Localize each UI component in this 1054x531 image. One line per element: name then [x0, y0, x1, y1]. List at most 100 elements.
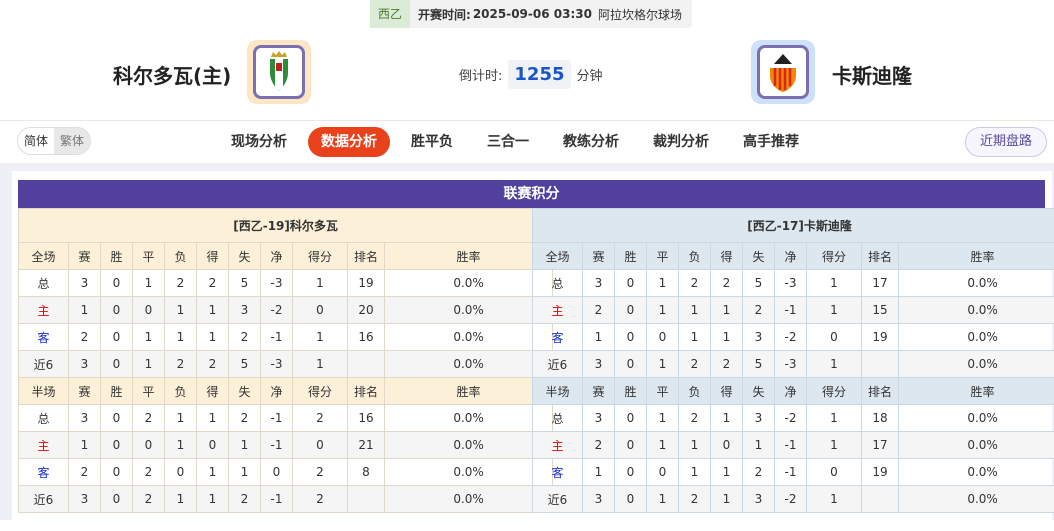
- team-title-row: [西乙-19]科尔多瓦: [19, 209, 553, 243]
- home-team-name[interactable]: 科尔多瓦(主): [113, 60, 231, 89]
- cell: 17: [862, 432, 899, 459]
- column-header: 赛: [583, 243, 615, 270]
- cell: 0: [101, 405, 133, 432]
- cell: 1: [133, 351, 165, 378]
- countdown-label: 倒计时:: [459, 65, 502, 84]
- cell: 0: [807, 459, 862, 486]
- tab-6[interactable]: 裁判分析: [640, 127, 722, 157]
- tab-5[interactable]: 教练分析: [550, 127, 632, 157]
- away-team-logo[interactable]: [751, 40, 815, 104]
- column-header: 胜率: [899, 243, 1054, 270]
- tab-4[interactable]: 三合一: [474, 127, 542, 157]
- cell: 0: [615, 432, 647, 459]
- header-row: 全场赛胜平负得失净得分排名胜率: [533, 243, 1054, 270]
- cell: 0: [293, 297, 348, 324]
- cell: -1: [261, 486, 293, 513]
- cell: -2: [775, 405, 807, 432]
- cell: 0: [711, 432, 743, 459]
- traditional-chinese-button[interactable]: 繁体: [54, 128, 90, 154]
- column-header: 排名: [862, 378, 899, 405]
- cell: 1: [197, 459, 229, 486]
- cell: 20: [348, 297, 385, 324]
- column-header: 胜: [101, 243, 133, 270]
- team-title: [西乙-19]科尔多瓦: [19, 209, 553, 243]
- cell: 0: [615, 270, 647, 297]
- cell: 1: [647, 297, 679, 324]
- section-title: 联赛积分: [18, 180, 1045, 208]
- row-label: 主: [533, 432, 583, 459]
- cell: 0: [101, 432, 133, 459]
- cell: 1: [583, 324, 615, 351]
- row-label: 总: [19, 405, 69, 432]
- cordoba-crest-icon: [267, 51, 291, 93]
- cell: 0: [615, 324, 647, 351]
- cell: 2: [133, 459, 165, 486]
- column-header: 得分: [293, 378, 348, 405]
- away-team-name[interactable]: 卡斯迪隆: [832, 60, 912, 89]
- cell: 1: [197, 297, 229, 324]
- column-header: 平: [647, 378, 679, 405]
- cell: 1: [679, 459, 711, 486]
- header-row: 全场赛胜平负得失净得分排名胜率: [19, 243, 553, 270]
- cell: 0: [197, 432, 229, 459]
- tab-3[interactable]: 胜平负: [398, 127, 466, 157]
- cell: -1: [261, 432, 293, 459]
- cell: 2: [165, 270, 197, 297]
- cell: 19: [862, 324, 899, 351]
- tab-7[interactable]: 高手推荐: [730, 127, 812, 157]
- column-header: 得分: [807, 378, 862, 405]
- cell: 0.0%: [899, 459, 1054, 486]
- column-header: 得分: [807, 243, 862, 270]
- cell: 0.0%: [899, 351, 1054, 378]
- tab-2[interactable]: 数据分析: [308, 127, 390, 157]
- cell: 17: [862, 270, 899, 297]
- row-label: 总: [533, 270, 583, 297]
- cell: 3: [743, 405, 775, 432]
- cell: 3: [69, 405, 101, 432]
- cell: 3: [743, 486, 775, 513]
- cell: 0.0%: [385, 351, 553, 378]
- cell: 0: [261, 459, 293, 486]
- countdown: 倒计时: 1255 分钟: [459, 60, 603, 89]
- cell: 2: [679, 270, 711, 297]
- cell: 1: [711, 405, 743, 432]
- cell: 3: [69, 270, 101, 297]
- recent-trend-button[interactable]: 近期盘路: [965, 127, 1047, 157]
- cell: 2: [197, 351, 229, 378]
- column-header: 失: [743, 243, 775, 270]
- home-team-logo[interactable]: [247, 40, 311, 104]
- cell: 19: [348, 270, 385, 297]
- league-badge[interactable]: 西乙: [370, 0, 410, 28]
- column-header: 净: [775, 243, 807, 270]
- cell: 1: [807, 270, 862, 297]
- cell: 3: [583, 270, 615, 297]
- cell: 1: [165, 297, 197, 324]
- cell: 0: [133, 297, 165, 324]
- cell: 1: [679, 324, 711, 351]
- column-header: 胜: [615, 243, 647, 270]
- cell: 1: [165, 486, 197, 513]
- cell: 0.0%: [385, 486, 553, 513]
- simplified-chinese-button[interactable]: 简体: [18, 128, 54, 154]
- cell: 0: [133, 432, 165, 459]
- column-header: 赛: [583, 378, 615, 405]
- cell: 2: [583, 297, 615, 324]
- row-label: 近6: [19, 351, 69, 378]
- cell: 2: [69, 459, 101, 486]
- row-label: 客: [533, 459, 583, 486]
- cell: 3: [69, 351, 101, 378]
- cell: 1: [807, 486, 862, 513]
- column-header: 负: [679, 378, 711, 405]
- cell: 2: [679, 405, 711, 432]
- column-header: 净: [261, 243, 293, 270]
- cell: -3: [775, 351, 807, 378]
- tab-1[interactable]: 现场分析: [218, 127, 300, 157]
- cell: 1: [647, 351, 679, 378]
